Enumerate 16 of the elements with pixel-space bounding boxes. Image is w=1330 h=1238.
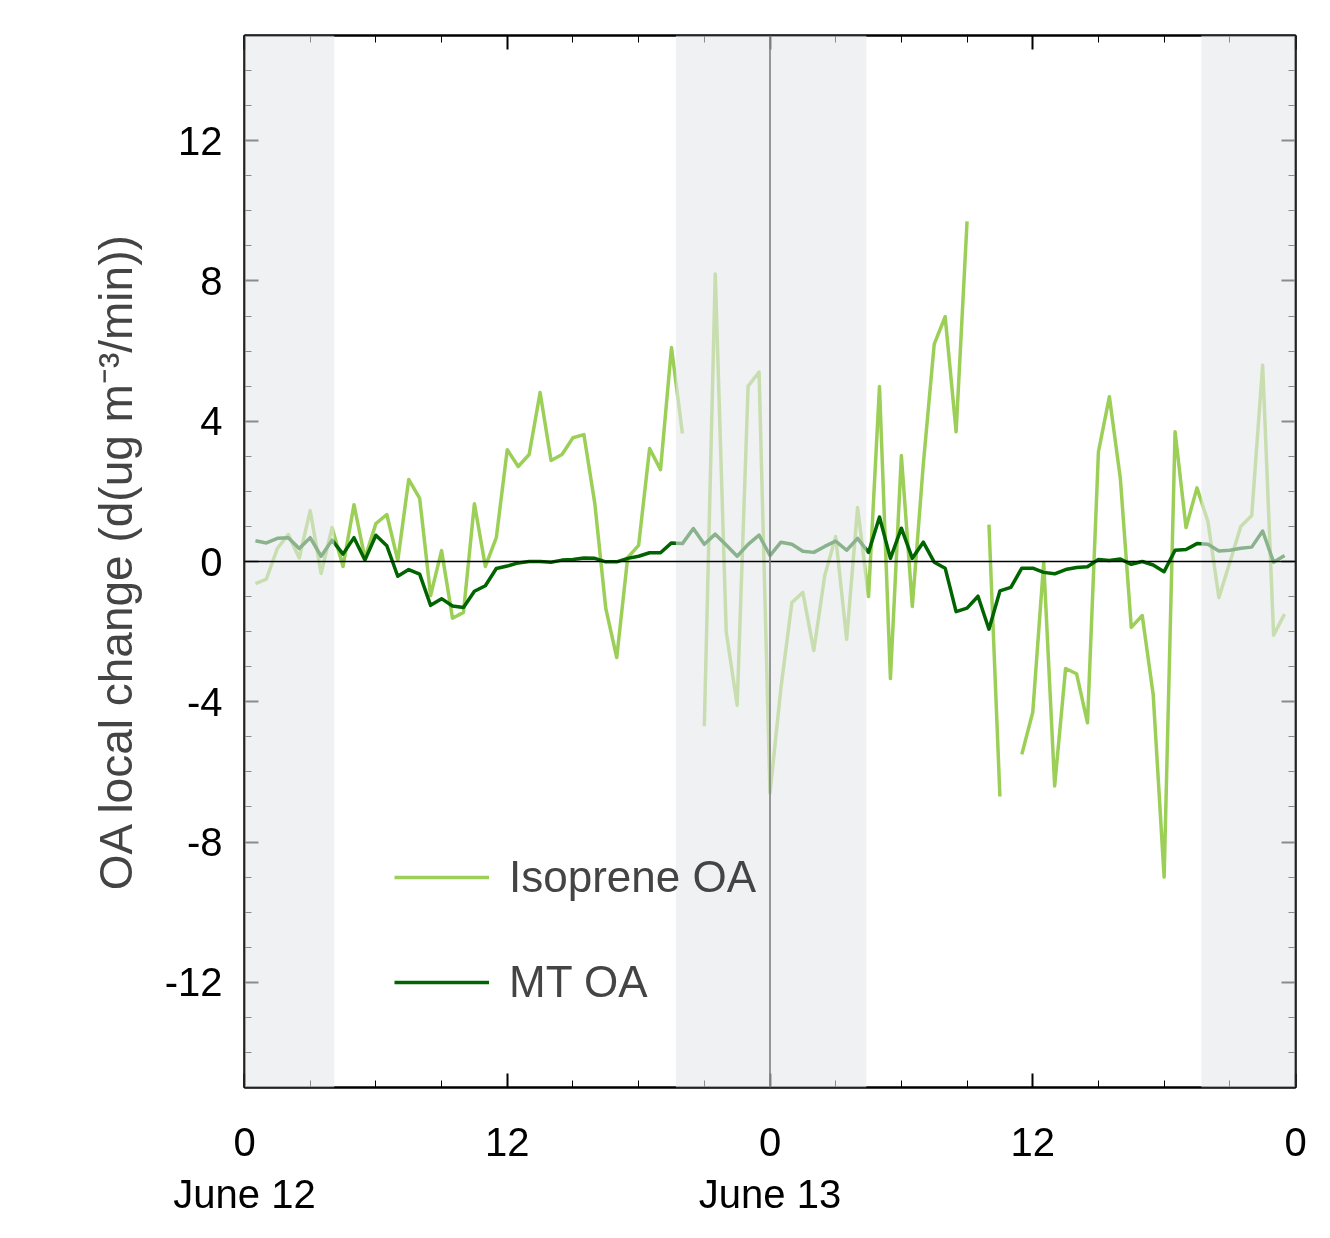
legend-label: MT OA xyxy=(509,957,648,1007)
legend-label: Isoprene OA xyxy=(509,852,757,902)
x-tick-label: 0 xyxy=(1284,1119,1307,1164)
x-tick-label: 12 xyxy=(1010,1119,1055,1164)
y-tick-label: 12 xyxy=(178,118,223,163)
line-series xyxy=(253,515,1287,631)
y-tick-label: 4 xyxy=(200,399,223,444)
x-tick-label: 12 xyxy=(485,1119,530,1164)
x-tick-label: 0 June 12 xyxy=(173,1119,316,1217)
y-tick-label: -8 xyxy=(186,820,223,865)
y-tick-label: -4 xyxy=(186,679,223,724)
y-tick-label: 0 xyxy=(200,539,223,584)
y-tick-label: 8 xyxy=(200,258,223,303)
y-axis-title: OA local change (d(ug m⁻³/min)) xyxy=(89,235,142,891)
y-tick-label: -12 xyxy=(164,960,223,1005)
x-tick-label: 0 June 13 xyxy=(698,1119,842,1217)
